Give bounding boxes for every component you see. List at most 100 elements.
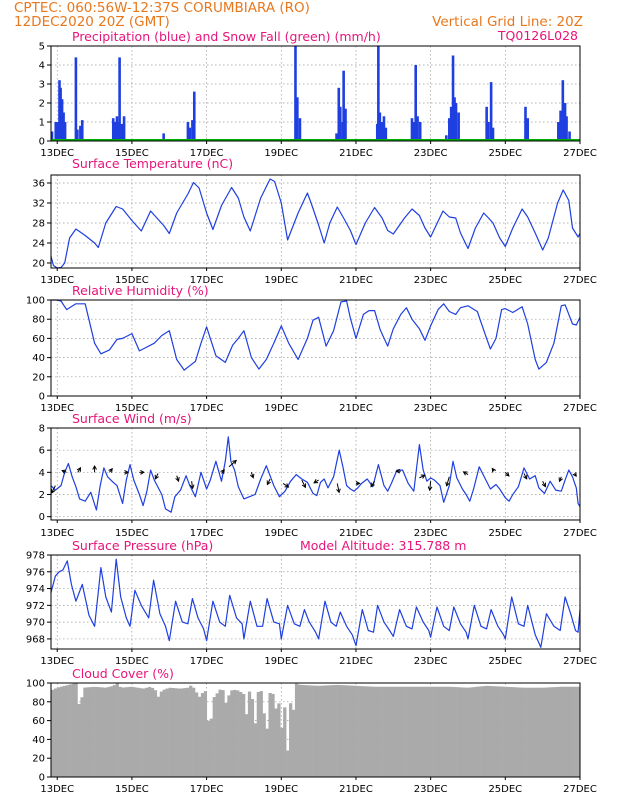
cloud-bar: [221, 690, 225, 777]
cloud-bar: [433, 686, 437, 777]
header: CPTEC: 060:56W-12:37S CORUMBIARA (RO) 12…: [14, 0, 583, 43]
cloud-bar: [421, 686, 425, 777]
wind-arrow-head: [232, 459, 237, 465]
cloud-bar: [277, 703, 281, 777]
wind-arrow-head: [284, 483, 290, 488]
x-tick-label: 21DEC: [339, 528, 373, 539]
cloud-bar: [497, 686, 501, 777]
cloud-bar: [274, 708, 278, 777]
x-tick-label: 15DEC: [115, 148, 149, 159]
y-tick-label: 2: [39, 490, 45, 501]
precip-bar: [491, 127, 495, 141]
wind-arrow-head: [541, 482, 546, 488]
cloud-bar: [227, 695, 231, 777]
x-tick-label: 23DEC: [414, 403, 448, 414]
wind-arrow: [301, 479, 306, 488]
precip-bar: [487, 122, 490, 141]
cloud-bar: [115, 683, 119, 777]
precip-bar: [337, 87, 341, 141]
cloud-bar: [430, 686, 434, 777]
wind-arrow-head: [370, 482, 375, 488]
precip-bar: [378, 112, 382, 141]
grid: [51, 428, 581, 520]
cloud-bar: [297, 684, 302, 777]
cloud-bar: [544, 687, 548, 777]
pressure-line: [50, 558, 581, 648]
y-tick-label: 100: [26, 679, 45, 690]
cloud-bar: [556, 686, 560, 777]
precip-bar: [416, 116, 419, 141]
cloud-bar: [415, 686, 419, 777]
cloud-bar: [112, 685, 116, 777]
y-tick-label: 972: [26, 601, 45, 612]
cloud-bar: [186, 687, 190, 777]
cloud-bar: [283, 707, 287, 777]
y-tick-label: 60: [32, 334, 45, 345]
cloud-bar: [406, 686, 410, 777]
x-tick-label: 13DEC: [40, 275, 74, 286]
cloud-bar: [183, 688, 187, 777]
y-tick-label: 968: [26, 634, 45, 645]
precip-bar: [380, 122, 384, 141]
cloud-bar: [68, 684, 72, 777]
cloud-bar: [471, 687, 475, 777]
cloud-bar: [315, 685, 319, 777]
wind-arrow-head: [266, 480, 271, 486]
precip-bar: [74, 57, 78, 141]
precip-bar: [457, 112, 460, 141]
wind-arrow-head: [61, 469, 67, 474]
precip-bar: [298, 118, 302, 141]
cloud-bar: [206, 720, 210, 777]
precip-bar: [451, 55, 455, 141]
cloud-bar: [444, 686, 449, 777]
cloud-bar: [197, 696, 202, 777]
precip-bar: [76, 129, 79, 141]
y-tick-label: 20: [32, 259, 45, 270]
x-tick-label: 15DEC: [115, 528, 149, 539]
panel-title: Surface Temperature (nC): [72, 156, 233, 171]
precip-bar: [489, 82, 493, 141]
x-tick-label: 17DEC: [190, 275, 224, 286]
panel-temperature: Surface Temperature (nC) 20 24 28 32 36 13DEC 1…: [32, 156, 597, 286]
x-tick-label: 23DEC: [414, 148, 448, 159]
cloud-bar: [147, 687, 152, 777]
wind-arrow-head: [249, 473, 255, 479]
precip-bar: [162, 133, 165, 141]
y-tick-label: 100: [26, 296, 45, 307]
panel-frame: [50, 299, 581, 397]
x-tick-label: 17DEC: [190, 528, 224, 539]
wind-arrow-head: [189, 484, 195, 490]
x-tick-label: 21DEC: [339, 148, 373, 159]
cloud-bar: [453, 687, 457, 777]
cloud-bar: [438, 686, 443, 777]
y-tick-label: 0: [39, 512, 45, 523]
cloud-bar: [506, 686, 510, 777]
cloud-bar: [394, 686, 399, 777]
x-tick-label: 15DEC: [115, 403, 149, 414]
panel-subtitle: Model Altitude: 315.788 m: [300, 538, 466, 553]
precip-bar: [559, 110, 562, 141]
precip-bar: [79, 125, 82, 141]
cloud-bar: [550, 687, 554, 777]
temperature-line: [50, 178, 581, 269]
x-tick-label: 23DEC: [414, 275, 448, 286]
cloud-bar: [347, 685, 352, 777]
precip-bar: [120, 123, 124, 141]
wind-arrow-head: [124, 469, 130, 475]
wind-arrow-head: [336, 488, 341, 494]
cloud-bar: [56, 687, 61, 777]
precip-bar: [54, 122, 58, 141]
cloud-bar: [86, 687, 90, 777]
cloud-bar: [156, 696, 161, 777]
y-tick-label: 24: [32, 239, 45, 250]
panel-frame: [50, 554, 581, 650]
cloud-bar: [571, 686, 575, 777]
wind-arrow: [429, 481, 432, 491]
cloud-bar: [371, 686, 375, 777]
wind-arrow: [228, 460, 237, 468]
y-tick-label: 40: [32, 353, 45, 364]
cloud-bar: [268, 692, 272, 777]
precip-bar: [453, 97, 456, 141]
precip-bar: [113, 122, 117, 141]
